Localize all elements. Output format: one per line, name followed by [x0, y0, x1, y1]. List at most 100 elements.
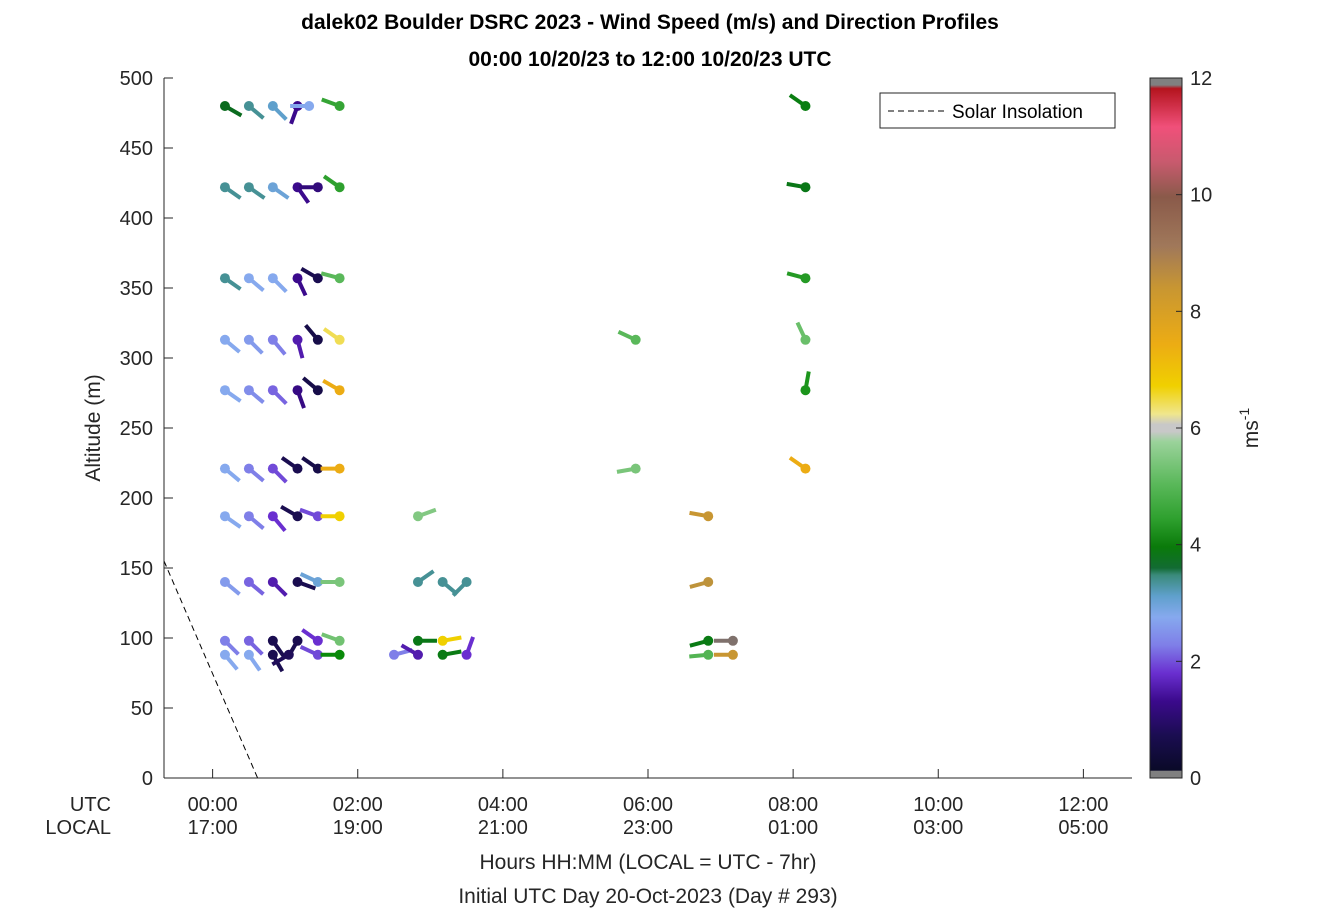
wind-barb-dot — [267, 649, 278, 660]
colorbar-tick-label: 2 — [1190, 651, 1201, 673]
wind-barb-dot — [800, 182, 811, 193]
y-ticks: 0 50 100 150 200 250 300 350 400 450 500 — [120, 68, 173, 790]
wind-barb-dot — [334, 385, 345, 396]
wind-barb-dot — [412, 635, 423, 646]
legend-solar-label: Solar Insolation — [952, 102, 1083, 123]
wind-barb-dot — [334, 511, 345, 522]
x-tick-label-local: 03:00 — [913, 817, 963, 839]
y-tick-label: 50 — [131, 698, 153, 720]
wind-barb-dot — [412, 577, 423, 587]
colorbar-tick-label: 6 — [1190, 418, 1201, 440]
y-tick-label: 450 — [120, 138, 153, 160]
wind-barb-dot — [219, 334, 230, 345]
y-tick-label: 200 — [120, 488, 153, 510]
x-tick-label-utc: 12:00 — [1058, 794, 1108, 816]
wind-barb-dot — [219, 101, 230, 111]
wind-barb-dot — [292, 511, 303, 522]
wind-barb-dot — [334, 463, 345, 474]
x-tick-label-local: 01:00 — [768, 817, 818, 839]
wind-barb-dot — [437, 577, 448, 587]
wind-barb-dot — [334, 182, 345, 193]
wind-barb-dot — [267, 101, 278, 111]
y-tick-label: 0 — [142, 768, 153, 790]
wind-barb-dot — [243, 635, 254, 646]
wind-barb-dot — [800, 334, 811, 345]
wind-barb-dot — [312, 577, 323, 587]
wind-barb-dot — [219, 577, 230, 587]
wind-barb-dot — [412, 649, 423, 660]
y-axis-label: Altitude (m) — [82, 374, 105, 481]
wind-barb-dot — [312, 182, 323, 193]
wind-barb-dot — [219, 463, 230, 474]
wind-barb-dot — [292, 273, 303, 284]
wind-barb-dot — [292, 182, 303, 193]
wind-barb-dot — [312, 273, 323, 284]
wind-barb-dot — [243, 385, 254, 396]
wind-barb-dot — [292, 385, 303, 396]
wind-barb-dot — [437, 635, 448, 646]
wind-barb-dot — [243, 649, 254, 660]
wind-barb-dot — [312, 334, 323, 345]
wind-barb-dot — [292, 635, 303, 646]
colorbar-ticks: 0 2 4 6 8 10 12 — [1176, 68, 1212, 790]
wind-barb-dot — [727, 635, 738, 646]
wind-barb-dot — [461, 577, 472, 587]
wind-barb-dot — [727, 649, 738, 660]
wind-barb-dot — [334, 273, 345, 284]
wind-barb-dot — [267, 463, 278, 474]
wind-barb-dot — [267, 182, 278, 193]
wind-barb-dot — [703, 635, 714, 646]
colorbar-tick-label: 10 — [1190, 185, 1212, 207]
x-tick-label-local: 23:00 — [623, 817, 673, 839]
wind-barb-dot — [219, 385, 230, 396]
x-tick-label-local: 19:00 — [333, 817, 383, 839]
colorbar-unit-exponent: -1 — [1236, 408, 1252, 421]
wind-barb-dot — [389, 649, 400, 660]
wind-barb-dot — [312, 463, 323, 474]
wind-barb-dot — [334, 101, 345, 111]
x-tick-label-local: 17:00 — [188, 817, 238, 839]
wind-barb-dot — [703, 511, 714, 522]
wind-barb-dot — [800, 273, 811, 284]
wind-barb-dot — [219, 649, 230, 660]
y-tick-label: 100 — [120, 628, 153, 650]
x-axis-label: Hours HH:MM (LOCAL = UTC - 7hr) — [479, 851, 816, 874]
y-tick-label: 150 — [120, 558, 153, 580]
local-row-label: LOCAL — [45, 817, 111, 839]
y-tick-label: 250 — [120, 418, 153, 440]
wind-barb-dot — [219, 182, 230, 193]
x-tick-label-local: 21:00 — [478, 817, 528, 839]
wind-barb-dot — [703, 577, 714, 587]
wind-barb-dot — [412, 511, 423, 522]
wind-barb-dot — [243, 273, 254, 284]
colorbar-tick-label: 4 — [1190, 535, 1201, 557]
chart-subtitle: 00:00 10/20/23 to 12:00 10/20/23 UTC — [468, 48, 831, 71]
colorbar-tick-label: 0 — [1190, 768, 1201, 790]
utc-row-label: UTC — [70, 794, 111, 816]
wind-barb-dot — [334, 649, 345, 660]
wind-barb-dot — [312, 649, 323, 660]
wind-barb-dot — [243, 577, 254, 587]
y-tick-label: 500 — [120, 68, 153, 90]
wind-barb-dot — [292, 463, 303, 474]
wind-barb-dot — [243, 463, 254, 474]
wind-barb-dot — [334, 577, 345, 587]
wind-barb-dot — [219, 273, 230, 284]
y-tick-label: 400 — [120, 208, 153, 230]
wind-barb-dot — [312, 511, 323, 522]
wind-barb-dot — [334, 334, 345, 345]
wind-barb-dot — [312, 635, 323, 646]
x-tick-label-utc: 10:00 — [913, 794, 963, 816]
wind-barb-dot — [283, 649, 294, 660]
legend: Solar Insolation — [879, 92, 1116, 129]
wind-barb-dot — [304, 101, 315, 111]
wind-barb-dot — [292, 334, 303, 345]
wind-barb-dot — [800, 463, 811, 474]
wind-barb-dot — [243, 101, 254, 111]
wind-barb-dot — [267, 273, 278, 284]
wind-barb-dot — [630, 463, 641, 474]
wind-barb-dot — [267, 635, 278, 646]
x-tick-label-utc: 02:00 — [333, 794, 383, 816]
colorbar-tick-label: 8 — [1190, 301, 1201, 323]
